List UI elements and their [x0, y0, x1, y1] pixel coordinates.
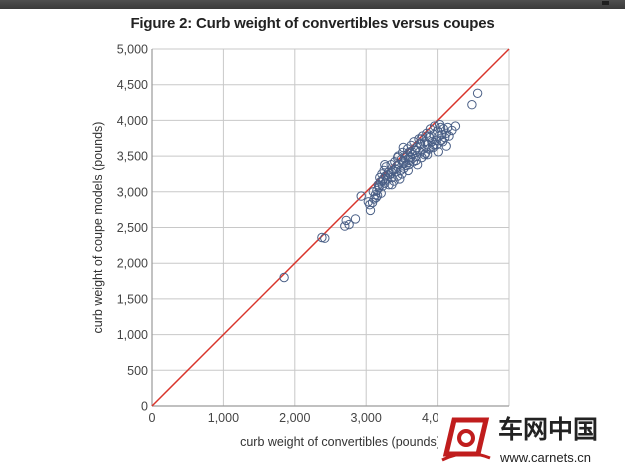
data-point — [397, 147, 408, 158]
x-axis-title: curb weight of convertibles (pounds) — [240, 435, 441, 449]
data-point — [398, 142, 408, 153]
data-point — [435, 122, 446, 133]
data-point — [450, 121, 461, 131]
y-tick-label: 3,500 — [117, 150, 148, 164]
y-tick-label: 1,500 — [117, 292, 148, 306]
x-tick-label: 0 — [149, 411, 156, 425]
y-tick-label: 2,500 — [117, 221, 148, 235]
y-tick-label: 4,000 — [117, 114, 148, 128]
data-point — [422, 150, 433, 160]
data-point — [403, 165, 413, 176]
data-point — [392, 171, 403, 181]
data-point — [472, 88, 483, 99]
data-point — [380, 160, 390, 170]
data-point — [399, 157, 409, 167]
top-bar-mark — [602, 1, 609, 5]
y-tick-label: 2,000 — [117, 257, 148, 271]
data-point — [395, 174, 405, 184]
data-point — [437, 130, 447, 140]
data-point — [436, 135, 446, 146]
data-point — [410, 145, 421, 156]
data-points-layer — [279, 88, 483, 283]
top-bar — [0, 0, 625, 9]
data-point — [412, 160, 423, 170]
data-point — [350, 214, 361, 224]
watermark: 车网中国 www.carnets.cn — [438, 412, 625, 470]
data-point — [320, 233, 330, 243]
data-point — [441, 128, 451, 139]
data-point — [368, 187, 378, 197]
data-point — [444, 131, 454, 141]
data-point — [433, 147, 443, 157]
data-point — [467, 100, 477, 110]
data-point — [386, 167, 396, 177]
reference-line — [151, 48, 510, 407]
x-tick-label: 1,000 — [208, 411, 239, 425]
data-point — [392, 152, 403, 163]
data-point — [430, 121, 440, 131]
data-point — [429, 140, 439, 150]
data-point — [365, 200, 375, 210]
y-tick-label: 4,500 — [117, 78, 148, 92]
data-point — [427, 137, 437, 147]
x-tick-label: 2,000 — [279, 411, 310, 425]
x-tick-label: 3,000 — [351, 411, 382, 425]
watermark-brand: 车网中国 — [494, 412, 625, 448]
y-tick-label: 5,000 — [117, 43, 148, 57]
data-point — [356, 191, 366, 201]
data-point — [387, 180, 397, 190]
y-axis-title: curb weight of coupe models (pounds) — [91, 122, 105, 334]
y-tick-label: 500 — [127, 364, 148, 378]
watermark-url: www.carnets.cn — [494, 448, 625, 468]
watermark-logo-icon — [438, 412, 494, 464]
figure-title: Figure 2: Curb weight of convertibles ve… — [130, 15, 495, 32]
y-tick-label: 1,000 — [117, 328, 148, 342]
data-point — [416, 134, 426, 144]
y-tick-label: 0 — [141, 400, 148, 414]
data-point — [441, 141, 451, 151]
data-point — [371, 192, 381, 203]
data-point — [405, 155, 415, 166]
data-point — [279, 272, 289, 283]
data-point — [377, 181, 388, 191]
y-tick-label: 3,000 — [117, 185, 148, 199]
data-point — [398, 158, 408, 168]
data-point — [340, 221, 350, 231]
data-point — [374, 181, 384, 191]
data-point — [411, 155, 421, 166]
data-point — [377, 176, 388, 186]
data-point — [415, 138, 426, 148]
reference-line-layer — [151, 48, 510, 407]
data-point — [344, 219, 354, 230]
data-point — [420, 150, 430, 160]
